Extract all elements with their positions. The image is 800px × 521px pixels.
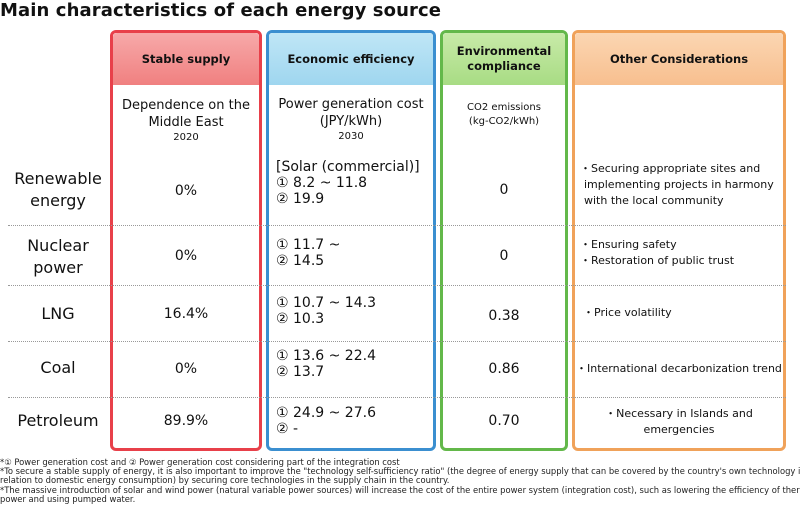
- stable-value-nuclear: 0%: [174, 248, 198, 264]
- row-divider: [8, 341, 786, 342]
- cost-renewable: [Solar (commercial)] ① 8.2 ~ 11.8 ② 19.9: [276, 159, 420, 207]
- row-label-nuclear: Nuclear power: [27, 236, 89, 277]
- footnote-line: power and using pumped water.: [0, 494, 136, 504]
- row-divider: [8, 225, 786, 226]
- subheader-environmental: CO2 emissions (kg-CO2/kWh): [467, 102, 541, 127]
- co2-petroleum: 0.70: [488, 413, 520, 429]
- subheader-stable: Dependence on the Middle East 2020: [122, 98, 250, 143]
- page-title: Main characteristics of each energy sour…: [0, 0, 442, 21]
- co2-lng: 0.38: [488, 308, 520, 324]
- header-environmental-compliance: Environmental compliance: [443, 33, 565, 85]
- footnote-line: *To secure a stable supply of energy, it…: [0, 467, 800, 477]
- economic-efficiency-column: [266, 30, 436, 451]
- stable-value-renewable: 0%: [174, 183, 198, 199]
- row-label-renewable: Renewable energy: [14, 169, 102, 210]
- co2-coal: 0.86: [488, 361, 520, 377]
- cost-nuclear: ① 11.7 ~ ② 14.5: [276, 237, 341, 269]
- row-label-petroleum: Petroleum: [17, 411, 99, 430]
- other-coal: ・International decarbonization trend: [576, 362, 782, 375]
- header-other-considerations: Other Considerations: [575, 33, 783, 85]
- row-divider: [8, 285, 786, 286]
- header-stable-supply: Stable supply: [113, 33, 259, 85]
- cost-coal: ① 13.6 ~ 22.4 ② 13.7: [276, 348, 376, 380]
- row-divider: [8, 397, 786, 398]
- other-lng: ・Price volatility: [583, 306, 672, 319]
- footnote-line: relation to domestic energy consumption)…: [0, 476, 450, 486]
- footnote-line: *① Power generation cost and ② Power gen…: [0, 458, 400, 467]
- stable-value-lng: 16.4%: [163, 306, 209, 322]
- other-nuclear: ・Ensuring safety ・Restoration of public …: [580, 238, 735, 267]
- stable-value-petroleum: 89.9%: [163, 413, 209, 429]
- footnote-line: *The massive introduction of solar and w…: [0, 485, 800, 495]
- environmental-compliance-column: [440, 30, 568, 451]
- header-economic-efficiency: Economic efficiency: [269, 33, 433, 85]
- stable-supply-column: [110, 30, 262, 451]
- row-label-lng: LNG: [41, 304, 75, 323]
- cost-lng: ① 10.7 ~ 14.3 ② 10.3: [276, 295, 376, 327]
- other-renewable: ・Securing appropriate sites and implemen…: [580, 162, 774, 207]
- co2-nuclear: 0: [499, 248, 509, 264]
- other-considerations-column: [572, 30, 786, 451]
- other-petroleum: ・Necessary in Islands and emergencies: [605, 407, 753, 436]
- footnotes: *① Power generation cost and ② Power gen…: [0, 458, 800, 504]
- cost-petroleum: ① 24.9 ~ 27.6 ② -: [276, 405, 376, 437]
- subheader-economic: Power generation cost (JPY/kWh) 2030: [278, 97, 424, 142]
- co2-renewable: 0: [499, 182, 509, 198]
- row-label-coal: Coal: [40, 358, 76, 377]
- stable-value-coal: 0%: [174, 361, 198, 377]
